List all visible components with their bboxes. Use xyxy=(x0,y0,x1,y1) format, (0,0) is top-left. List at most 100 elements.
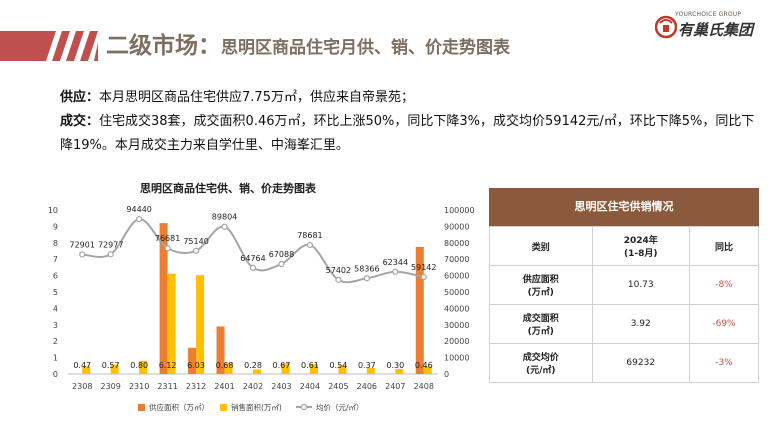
x-axis-tick-label: 2403 xyxy=(271,382,291,391)
sales-bar xyxy=(110,364,119,374)
page-title-sub: 思明区商品住宅月供、销、价走势图表 xyxy=(221,38,510,58)
table-cell: 10.73 xyxy=(591,265,690,305)
sales-data-label: 6.03 xyxy=(187,361,205,370)
table-row: 成交面积 (万㎡) 3.92 -69% xyxy=(489,304,760,344)
price-point xyxy=(192,247,200,254)
sales-bar xyxy=(82,366,91,374)
left-axis-tick-label: 2 xyxy=(53,337,58,346)
right-axis-tick-label: 10000 xyxy=(444,354,469,363)
left-axis-tick-label: 10 xyxy=(48,206,58,215)
table-row: 成交均价 (元/㎡) 69232 -3% xyxy=(489,343,760,383)
supply-text: 本月思明区商品住宅供应7.75万㎡，供应来自帝景苑； xyxy=(99,90,414,105)
price-data-label: 62344 xyxy=(383,258,408,267)
supply-label: 供应： xyxy=(60,90,100,105)
price-point xyxy=(136,216,143,223)
table-cell: -3% xyxy=(688,343,760,383)
sales-data-label: 0.80 xyxy=(130,361,148,370)
supply-paragraph: 供应：本月思明区商品住宅供应7.75万㎡，供应来自帝景苑； xyxy=(60,86,414,110)
price-point xyxy=(392,268,399,275)
x-axis-tick-label: 2310 xyxy=(129,382,149,391)
table-header-cell: 同比 xyxy=(688,226,760,266)
price-point xyxy=(249,264,257,271)
page-title-main: 二级市场： xyxy=(106,33,221,59)
logo-chinese: 有巢氏集团 xyxy=(678,21,754,39)
supply-bar xyxy=(188,347,197,374)
sales-data-label: 0.54 xyxy=(329,361,347,370)
legend-supply-label: 供应面积（万㎡） xyxy=(149,402,209,412)
sales-data-label: 0.28 xyxy=(244,361,262,370)
price-point xyxy=(221,223,228,230)
sales-bar xyxy=(395,369,404,374)
left-axis-tick-label: 3 xyxy=(53,321,58,330)
table-header-row: 类别 2024年 (1-8月) 同比 xyxy=(489,226,760,266)
legend-price-label: 均价（元/㎡） xyxy=(316,402,364,412)
sales-bar xyxy=(167,273,176,374)
price-data-label: 72901 xyxy=(70,240,95,249)
sales-data-label: 0.46 xyxy=(415,361,433,370)
sales-data-label: 0.67 xyxy=(273,361,291,370)
table-cell: 供应面积 (万㎡) xyxy=(489,265,593,305)
table-cell: 成交面积 (万㎡) xyxy=(489,304,593,344)
price-data-label: 89804 xyxy=(212,213,237,222)
sales-data-label: 0.47 xyxy=(73,361,91,370)
legend-price-marker xyxy=(300,403,308,411)
deal-paragraph: 成交：住宅成交38套，成交面积0.46万㎡，环比上涨50%，同比下降3%，成交均… xyxy=(60,110,760,158)
right-axis-tick-label: 30000 xyxy=(444,321,469,330)
x-axis-tick-label: 2408 xyxy=(414,382,434,391)
chart-title: 思明区商品住宅供、销、价走势图表 xyxy=(140,181,317,195)
supply-bar xyxy=(216,326,225,374)
sales-bar xyxy=(253,369,261,374)
supply-sales-table: 思明区住宅供销情况 类别 2024年 (1-8月) 同比 供应面积 (万㎡) 1… xyxy=(489,188,760,383)
price-data-label: 76681 xyxy=(155,234,180,243)
left-axis-tick-label: 0 xyxy=(53,370,58,379)
legend-sales-swatch xyxy=(220,404,227,411)
price-point xyxy=(363,275,370,282)
left-axis-tick-label: 6 xyxy=(53,272,58,281)
header-stripes xyxy=(46,31,100,61)
x-axis-tick-label: 2406 xyxy=(357,382,377,391)
x-axis-tick-label: 2402 xyxy=(243,382,263,391)
price-point xyxy=(278,260,285,268)
price-point xyxy=(335,276,342,283)
x-axis-tick-label: 2404 xyxy=(300,382,320,391)
sales-bar xyxy=(224,362,233,374)
table-header-cell: 类别 xyxy=(489,226,593,266)
left-axis-tick-label: 1 xyxy=(53,354,58,363)
left-axis-tick-label: 4 xyxy=(53,304,58,313)
right-axis-tick-label: 40000 xyxy=(444,304,469,313)
sales-data-label: 0.57 xyxy=(102,361,120,370)
table-cell: 3.92 xyxy=(591,304,690,344)
price-data-label: 64764 xyxy=(240,254,265,263)
right-axis-tick-label: 60000 xyxy=(444,272,469,281)
price-point xyxy=(79,251,86,258)
price-data-label: 78681 xyxy=(297,231,322,240)
left-axis-tick-label: 8 xyxy=(53,239,58,248)
x-axis-tick-label: 2405 xyxy=(328,382,348,391)
sales-bar xyxy=(309,363,318,374)
sales-data-label: 0.61 xyxy=(301,361,319,370)
left-axis-tick-label: 7 xyxy=(53,255,58,264)
table-cell: -69% xyxy=(688,304,760,344)
x-axis-tick-label: 2311 xyxy=(157,382,177,391)
supply-bar xyxy=(159,223,168,374)
left-axis-tick-label: 5 xyxy=(53,288,58,297)
company-logo: YOURCHOICE GROUP 有巢氏集团 xyxy=(655,11,775,43)
price-data-label: 72977 xyxy=(98,240,123,249)
deal-text: 住宅成交38套，成交面积0.46万㎡，环比上涨50%，同比下降3%，成交均价59… xyxy=(60,114,755,153)
table-row: 供应面积 (万㎡) 10.73 -8% xyxy=(489,265,760,305)
right-axis-tick-label: 80000 xyxy=(444,239,469,248)
sales-bar xyxy=(366,367,375,374)
right-axis-tick-label: 50000 xyxy=(444,288,469,297)
x-axis-tick-label: 2308 xyxy=(72,382,92,391)
price-data-label: 94440 xyxy=(126,205,151,214)
price-data-label: 57402 xyxy=(326,266,351,275)
supply-bar xyxy=(415,246,424,374)
price-point xyxy=(306,241,314,249)
logo-mark-icon xyxy=(655,15,677,39)
price-data-label: 58366 xyxy=(354,264,379,273)
sales-data-label: 0.30 xyxy=(386,361,404,370)
price-point xyxy=(420,273,427,281)
x-axis-tick-label: 2309 xyxy=(101,382,121,391)
table-cell: 成交均价 (元/㎡) xyxy=(489,343,593,383)
page-title: 二级市场：思明区商品住宅月供、销、价走势图表 xyxy=(106,26,510,60)
